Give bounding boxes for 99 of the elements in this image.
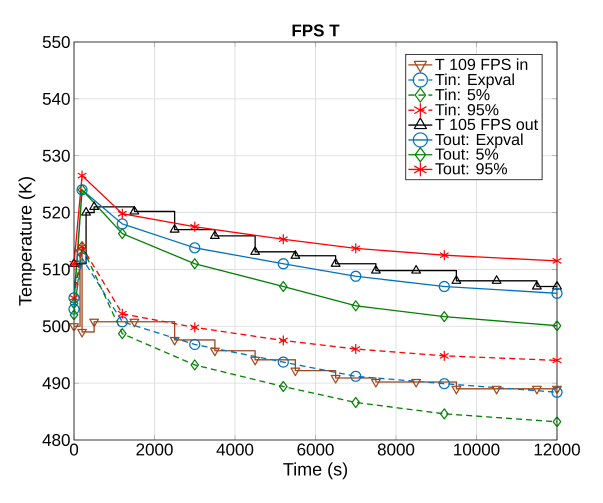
legend-label: T 105 FPS out xyxy=(435,118,538,130)
point xyxy=(118,228,127,240)
point xyxy=(250,356,260,366)
x-tick-label: 2000 xyxy=(136,444,173,456)
x-tick-label: 6000 xyxy=(297,444,334,456)
point xyxy=(551,288,563,299)
point xyxy=(189,242,200,254)
point xyxy=(69,323,79,332)
point xyxy=(190,221,200,232)
point xyxy=(552,416,562,428)
point xyxy=(532,280,542,290)
point xyxy=(551,386,563,398)
point xyxy=(350,270,362,282)
legend-label: T 109 FPS in xyxy=(435,58,528,70)
y-tick-label: 520 xyxy=(42,206,70,219)
point xyxy=(89,201,100,210)
y-tick-label: 540 xyxy=(42,92,70,105)
point xyxy=(278,334,288,346)
y-tick-label: 530 xyxy=(42,150,70,162)
point xyxy=(370,378,381,388)
point xyxy=(210,230,220,239)
point xyxy=(278,280,288,292)
point xyxy=(278,356,289,368)
point xyxy=(351,396,360,408)
x-tick-label: 4000 xyxy=(216,444,254,456)
point xyxy=(451,275,462,284)
point xyxy=(70,309,78,321)
point xyxy=(89,318,100,328)
x-tick-label: 12000 xyxy=(534,444,580,456)
y-tick-label: 490 xyxy=(42,377,70,390)
point xyxy=(370,264,381,274)
point xyxy=(411,378,422,388)
point xyxy=(330,258,341,267)
point xyxy=(117,308,128,320)
point xyxy=(438,280,450,292)
legend-label: Tin: 95% xyxy=(435,104,498,116)
point xyxy=(190,322,200,334)
point xyxy=(81,206,92,216)
y-tick-label: 510 xyxy=(42,263,70,276)
x-tick-label: 8000 xyxy=(378,444,414,456)
point xyxy=(69,258,79,267)
point xyxy=(190,258,200,270)
point xyxy=(290,250,300,259)
point xyxy=(69,258,79,270)
point xyxy=(552,386,562,394)
point xyxy=(210,348,220,356)
point xyxy=(118,328,127,340)
point xyxy=(190,359,200,371)
point xyxy=(492,386,502,394)
point xyxy=(278,258,289,270)
legend-label: Tout: Expval xyxy=(435,133,522,148)
y-tick-label: 480 xyxy=(42,434,70,446)
y-axis-title: Temperature (K) xyxy=(18,177,36,306)
point xyxy=(439,350,450,362)
point xyxy=(70,298,78,310)
point xyxy=(250,246,260,255)
point xyxy=(438,378,450,390)
point xyxy=(77,328,87,338)
point xyxy=(170,224,180,233)
legend-label: Tout: 95% xyxy=(435,163,507,174)
x-tick-label: 0 xyxy=(70,444,78,456)
x-axis-title: Time (s) xyxy=(283,462,348,480)
point xyxy=(552,354,562,366)
y-tick-label: 500 xyxy=(42,320,70,332)
y-tick-label: 550 xyxy=(42,36,70,48)
point xyxy=(552,320,562,332)
point xyxy=(440,311,449,322)
point xyxy=(116,218,128,230)
point xyxy=(75,249,85,258)
point xyxy=(170,336,180,346)
point xyxy=(77,170,87,182)
point xyxy=(451,386,462,394)
point xyxy=(116,316,128,328)
point xyxy=(350,370,362,382)
point xyxy=(439,250,450,261)
point xyxy=(532,386,542,394)
point xyxy=(411,264,422,274)
legend-label: Tin: 5% xyxy=(435,88,490,100)
point xyxy=(68,304,80,315)
point xyxy=(278,234,288,245)
x-tick-label: 10000 xyxy=(454,444,500,456)
point xyxy=(350,242,361,254)
legend-label: Tout: 5% xyxy=(435,148,498,160)
legend-label: Tin: Expval xyxy=(435,73,514,88)
point xyxy=(76,252,88,264)
point xyxy=(351,300,360,312)
point xyxy=(129,318,140,328)
chart-title: FPS T xyxy=(292,24,340,36)
point xyxy=(350,343,361,355)
point xyxy=(189,338,200,350)
point xyxy=(492,275,502,284)
point xyxy=(552,255,562,266)
point xyxy=(330,374,341,384)
point xyxy=(290,368,300,376)
point xyxy=(117,208,128,220)
point xyxy=(440,408,449,420)
point xyxy=(129,206,140,215)
point xyxy=(552,280,562,290)
point xyxy=(278,380,288,392)
